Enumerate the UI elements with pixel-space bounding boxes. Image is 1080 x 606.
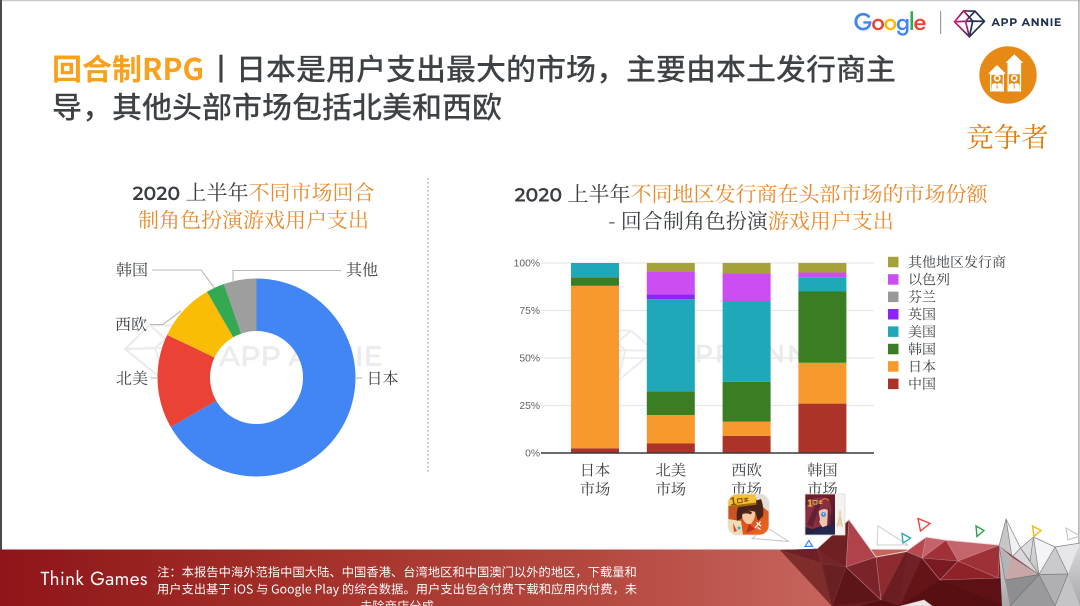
svg-text:1: 1: [729, 496, 737, 509]
svg-text:0%: 0%: [525, 449, 540, 460]
svg-text:1: 1: [807, 498, 813, 510]
svg-text:50%: 50%: [519, 354, 540, 365]
svg-text:25%: 25%: [519, 401, 540, 412]
svg-text:100%: 100%: [514, 259, 540, 270]
svg-text:75%: 75%: [519, 306, 540, 317]
